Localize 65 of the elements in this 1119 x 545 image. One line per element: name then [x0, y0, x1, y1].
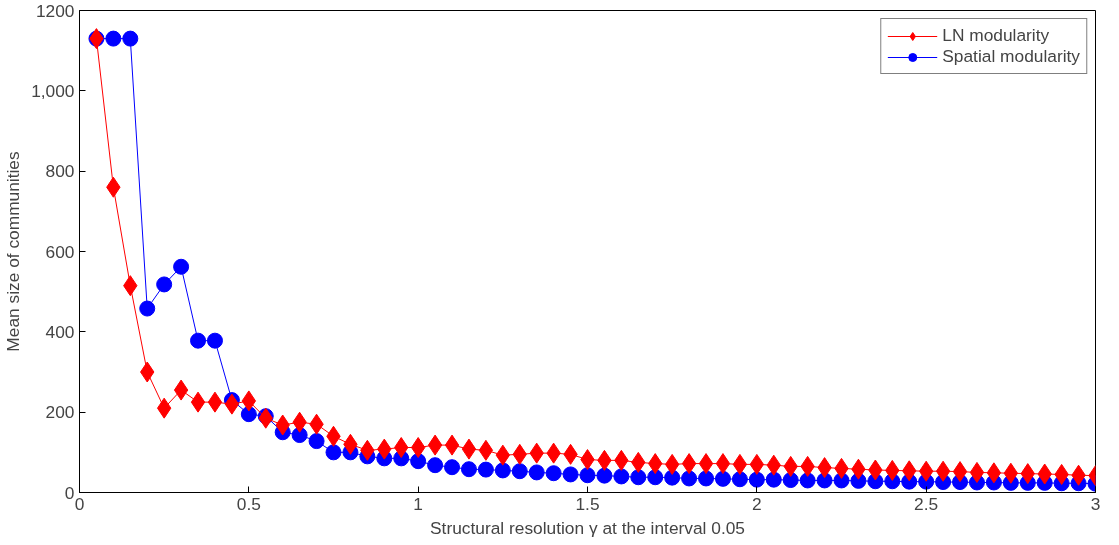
point: [207, 391, 223, 413]
point: [748, 471, 765, 488]
x-axis-title: Structural resolution γ at the interval 0.05: [430, 517, 745, 538]
point: [511, 463, 528, 480]
point: [410, 453, 427, 470]
point: [986, 462, 1002, 484]
x-tick-label: 2.5: [914, 493, 939, 514]
point: [156, 276, 173, 293]
point: [681, 470, 698, 487]
point: [579, 467, 596, 484]
y-tick-label: 1,000: [31, 80, 75, 101]
point: [715, 453, 731, 475]
point: [698, 453, 714, 475]
point: [681, 453, 697, 475]
point: [969, 461, 985, 483]
x-tick-label: 3: [1090, 493, 1101, 514]
point: [562, 466, 579, 483]
legend-label: LN modularity: [942, 25, 1050, 46]
point: [460, 461, 477, 478]
point: [444, 434, 460, 456]
x-tick-label: 1.5: [575, 493, 600, 514]
point: [173, 258, 190, 275]
point: [714, 470, 731, 487]
point: [765, 471, 782, 488]
point: [596, 467, 613, 484]
point: [935, 460, 951, 482]
point: [630, 469, 647, 486]
point: [240, 406, 257, 423]
point: [461, 438, 477, 460]
point: [698, 470, 715, 487]
y-tick-label: 600: [45, 241, 75, 262]
y-tick-label: 800: [45, 161, 75, 182]
point: [732, 453, 748, 475]
point: [427, 457, 444, 474]
point: [444, 459, 461, 476]
x-tick-label: 2: [752, 493, 762, 514]
point: [782, 472, 799, 489]
point: [139, 300, 156, 317]
y-axis-title: Mean size of communities: [3, 151, 24, 352]
point: [799, 472, 816, 489]
point: [308, 433, 325, 450]
x-tick-label: 0.5: [236, 493, 261, 514]
point: [427, 434, 443, 456]
point: [224, 393, 240, 415]
point: [206, 332, 223, 349]
point: [325, 444, 342, 461]
point: [731, 471, 748, 488]
point: [477, 461, 494, 478]
point: [613, 468, 630, 485]
point: [122, 30, 139, 47]
point: [105, 30, 122, 47]
y-tick-label: 200: [45, 402, 75, 423]
point: [494, 462, 511, 479]
x-tick-label: 1: [413, 493, 423, 514]
point: [478, 439, 494, 461]
point: [528, 464, 545, 481]
y-tick-label: 400: [45, 321, 75, 342]
y-tick-label: 1200: [35, 0, 75, 21]
point: [190, 391, 206, 413]
point: [173, 379, 189, 401]
legend-label: Spatial modularity: [942, 46, 1080, 67]
point: [647, 469, 664, 486]
point: [190, 332, 207, 349]
point: [545, 465, 562, 482]
point: [952, 461, 968, 483]
